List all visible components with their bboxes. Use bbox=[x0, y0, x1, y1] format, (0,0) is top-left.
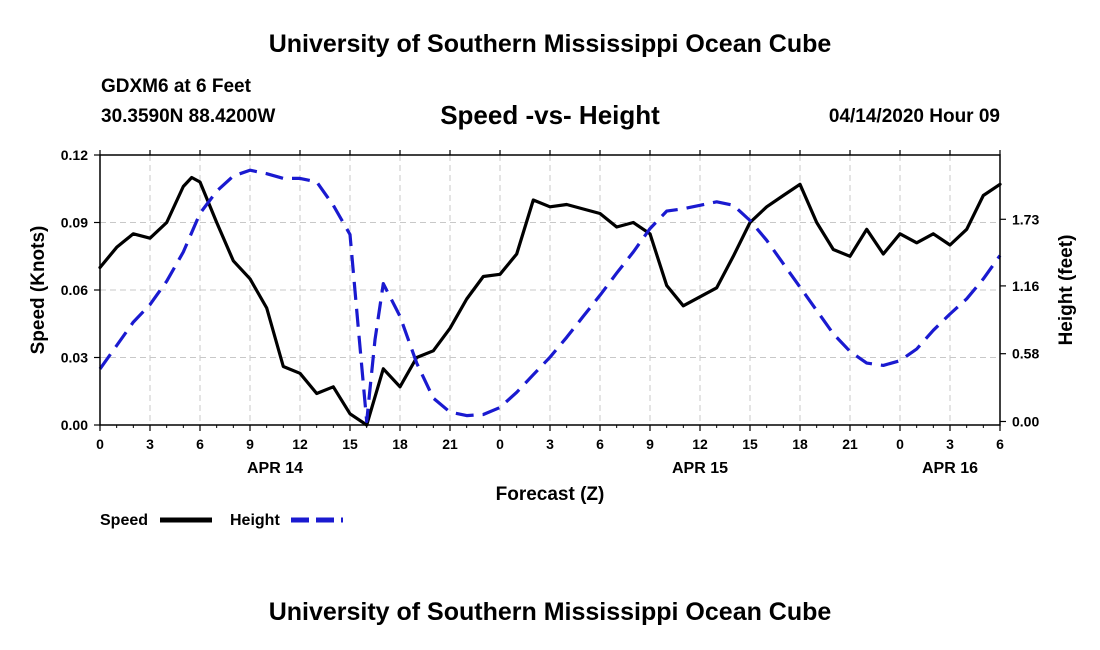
date-label: APR 14 bbox=[247, 460, 303, 477]
y-tick-label: 0.09 bbox=[61, 215, 88, 231]
x-tick-label: 6 bbox=[996, 436, 1004, 452]
series-layer bbox=[98, 168, 1002, 427]
coordinates-label: 30.3590N 88.4200W bbox=[101, 106, 276, 127]
chart-title: Speed -vs- Height bbox=[440, 100, 660, 130]
y2-axis-title: Height (feet) bbox=[1056, 235, 1077, 346]
x-tick-label: 3 bbox=[146, 436, 154, 452]
height-series-line bbox=[98, 168, 1002, 424]
y2-tick-label: 0.00 bbox=[1012, 413, 1039, 429]
x-tick-label: 6 bbox=[196, 436, 204, 452]
y2-tick-label: 1.16 bbox=[1012, 278, 1039, 294]
x-tick-label: 3 bbox=[546, 436, 554, 452]
x-tick-label: 18 bbox=[392, 436, 408, 452]
x-tick-label: 3 bbox=[946, 436, 954, 452]
x-axis-title: Forecast (Z) bbox=[496, 484, 605, 505]
grid bbox=[100, 155, 1000, 425]
x-tick-label: 21 bbox=[442, 436, 458, 452]
x-tick-label: 0 bbox=[496, 436, 504, 452]
page-title: University of Southern Mississippi Ocean… bbox=[268, 30, 832, 58]
y-tick-label: 0.00 bbox=[61, 417, 88, 433]
legend: Speed Height bbox=[100, 512, 343, 529]
y-tick-label: 0.03 bbox=[61, 350, 88, 366]
y2-tick-label: 0.58 bbox=[1012, 346, 1039, 362]
axes: 0 3 6 9 12 15 18 21 0 3 6 9 12 15 18 21 0 3 6 0.00 0.03 0.06 0… bbox=[28, 147, 1077, 505]
date-label: APR 15 bbox=[672, 460, 728, 477]
x-tick-label: 6 bbox=[596, 436, 604, 452]
x-tick-label: 15 bbox=[342, 436, 358, 452]
speed-series-line bbox=[98, 175, 1002, 427]
x-tick-label: 12 bbox=[292, 436, 308, 452]
x-tick-label: 0 bbox=[96, 436, 104, 452]
datetime-label: 04/14/2020 Hour 09 bbox=[828, 106, 1000, 127]
y-tick-label: 0.06 bbox=[61, 282, 88, 298]
y-axis-title: Speed (Knots) bbox=[28, 226, 49, 355]
x-tick-label: 15 bbox=[742, 436, 758, 452]
x-tick-label: 9 bbox=[246, 436, 254, 452]
date-label: APR 16 bbox=[922, 460, 978, 477]
x-tick-label: 9 bbox=[646, 436, 654, 452]
x-tick-label: 18 bbox=[792, 436, 808, 452]
legend-label-speed: Speed bbox=[100, 512, 148, 529]
station-label: GDXM6 at 6 Feet bbox=[101, 76, 251, 97]
legend-label-height: Height bbox=[230, 512, 280, 529]
footer-title: University of Southern Mississippi Ocean… bbox=[268, 598, 832, 626]
x-tick-label: 0 bbox=[896, 436, 904, 452]
y2-tick-label: 1.73 bbox=[1012, 211, 1039, 227]
y-tick-label: 0.12 bbox=[61, 147, 88, 163]
x-tick-label: 12 bbox=[692, 436, 708, 452]
x-tick-label: 21 bbox=[842, 436, 858, 452]
